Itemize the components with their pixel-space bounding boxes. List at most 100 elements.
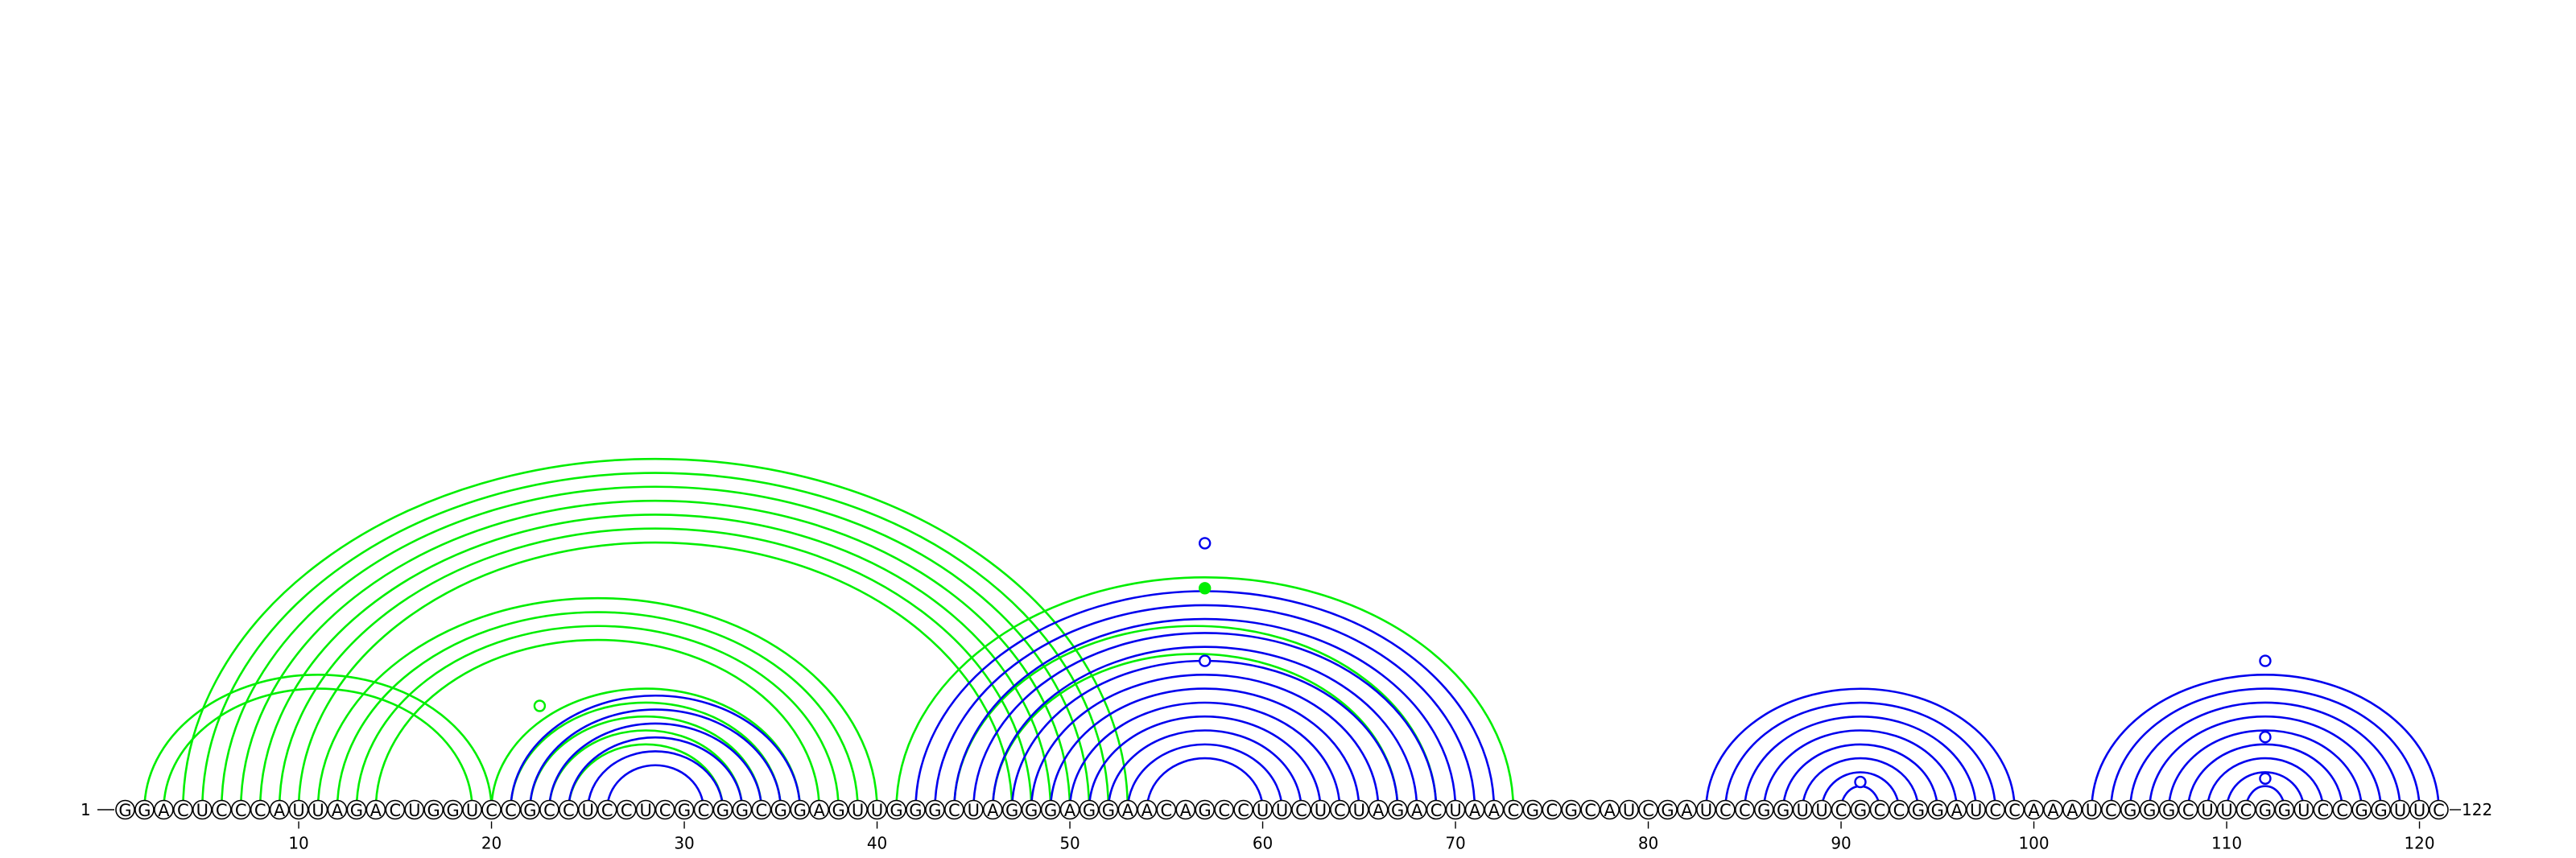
structure-b-arc-4-53: [182, 457, 1129, 811]
structure-a-arc-107-117: [2167, 729, 2363, 811]
nucleotide-21-circle: [501, 799, 521, 820]
nucleotide-43: G: [928, 801, 941, 820]
pair-marker-6: [2259, 654, 2272, 667]
nucleotide-110: U: [2220, 801, 2232, 820]
nucleotide-21: C: [505, 801, 517, 820]
nucleotide-106-circle: [2139, 799, 2160, 820]
nucleotide-86: G: [1757, 801, 1770, 820]
tick-label-100: 100: [2018, 834, 2049, 853]
nucleotide-13: G: [350, 801, 363, 820]
nucleotide-19: U: [466, 801, 478, 820]
nucleotide-72-circle: [1484, 799, 1505, 820]
nucleotide-90: C: [1835, 801, 1847, 820]
nucleotide-39-circle: [848, 799, 868, 820]
nucleotide-38-circle: [828, 799, 848, 820]
nucleotide-46: A: [987, 801, 999, 820]
nucleotide-121-circle: [2429, 799, 2449, 820]
nucleotide-31: C: [698, 801, 710, 820]
nucleotide-86-circle: [1753, 799, 1774, 820]
nucleotide-71-circle: [1464, 799, 1485, 820]
structure-a-arc-89-93: [1820, 771, 1901, 811]
nucleotide-97: U: [1970, 801, 1982, 820]
pair-marker-4: [1198, 654, 1212, 667]
nucleotide-1-circle: [115, 799, 135, 820]
nucleotide-54: A: [1141, 801, 1154, 820]
nucleotide-108: C: [2182, 801, 2194, 820]
nucleotide-79-circle: [1619, 799, 1639, 820]
nucleotide-22-circle: [520, 799, 540, 820]
nucleotide-99-circle: [2004, 799, 2025, 820]
nucleotide-97-circle: [1966, 799, 1986, 820]
structure-a-arc-85-97: [1744, 715, 1977, 811]
nucleotide-36: G: [794, 801, 807, 820]
nucleotide-40: U: [871, 801, 883, 820]
nucleotide-107-circle: [2158, 799, 2179, 820]
nucleotide-84: C: [1719, 801, 1732, 820]
nucleotide-25-circle: [577, 799, 598, 820]
nucleotide-64-circle: [1330, 799, 1350, 820]
nucleotide-76: G: [1565, 801, 1578, 820]
nucleotide-6-circle: [211, 799, 232, 820]
nucleotide-30: G: [678, 801, 691, 820]
nucleotide-48-circle: [1021, 799, 1042, 820]
tick-label-80: 80: [1638, 834, 1658, 853]
nucleotide-110-circle: [2216, 799, 2237, 820]
nucleotide-11-circle: [308, 799, 328, 820]
nucleotide-115-circle: [2313, 799, 2334, 820]
nucleotide-48: G: [1025, 801, 1038, 820]
nucleotide-46-circle: [982, 799, 1003, 820]
nucleotide-113: G: [2278, 801, 2291, 820]
nucleotide-82: A: [1681, 801, 1693, 820]
nucleotide-7: C: [235, 801, 247, 820]
nucleotide-3: A: [158, 801, 170, 820]
nucleotide-42-circle: [906, 799, 926, 820]
nucleotide-69-circle: [1426, 799, 1447, 820]
nucleotide-15: C: [389, 801, 401, 820]
structure-a-arc-53-61: [1126, 743, 1283, 811]
nucleotide-62-circle: [1291, 799, 1311, 820]
nucleotide-11: U: [312, 801, 324, 820]
nucleotide-61-circle: [1272, 799, 1292, 820]
nucleotide-35-circle: [770, 799, 791, 820]
nucleotide-18-circle: [443, 799, 463, 820]
nucleotide-33-circle: [732, 799, 753, 820]
nucleotide-16: U: [408, 801, 420, 820]
nucleotide-52-circle: [1098, 799, 1119, 820]
nucleotide-92: C: [1874, 801, 1886, 820]
nucleotide-60-circle: [1253, 799, 1273, 820]
nucleotide-95: G: [1931, 801, 1944, 820]
nucleotide-109-circle: [2197, 799, 2218, 820]
nucleotide-99: C: [2008, 801, 2021, 820]
nucleotide-89-circle: [1811, 799, 1832, 820]
nucleotide-28: U: [639, 801, 651, 820]
structure-a-arc-48-66: [1030, 674, 1380, 811]
nucleotide-90-circle: [1831, 799, 1852, 820]
nucleotide-105-circle: [2120, 799, 2140, 820]
structure-b-arc-23-33: [548, 729, 744, 811]
nucleotide-72: A: [1488, 801, 1501, 820]
nucleotide-4: C: [177, 801, 189, 820]
nucleotide-111: C: [2240, 801, 2252, 820]
nucleotide-47-circle: [1001, 799, 1022, 820]
nucleotide-36-circle: [790, 799, 811, 820]
nucleotide-70: U: [1449, 801, 1461, 820]
nucleotide-84-circle: [1715, 799, 1736, 820]
nucleotide-63: U: [1315, 801, 1327, 820]
tick-label-40: 40: [867, 834, 887, 853]
nucleotide-14: A: [370, 801, 382, 820]
tick-label-70: 70: [1445, 834, 1465, 853]
tick-label-120: 120: [2404, 834, 2434, 853]
structure-b-arc-13-38: [355, 625, 840, 811]
nucleotide-17: G: [427, 801, 440, 820]
nucleotide-8: C: [254, 801, 266, 820]
nucleotide-34-circle: [751, 799, 772, 820]
nucleotide-5: U: [196, 801, 208, 820]
nucleotide-73: C: [1508, 801, 1520, 820]
nucleotide-100: A: [2028, 801, 2040, 820]
nucleotide-74-circle: [1522, 799, 1543, 820]
structure-a-arc-54-60: [1146, 757, 1264, 811]
structure-a-arc-21-36: [510, 695, 802, 811]
nucleotide-88-circle: [1792, 799, 1813, 820]
nucleotide-20-circle: [481, 799, 502, 820]
nucleotide-121: C: [2433, 801, 2445, 820]
